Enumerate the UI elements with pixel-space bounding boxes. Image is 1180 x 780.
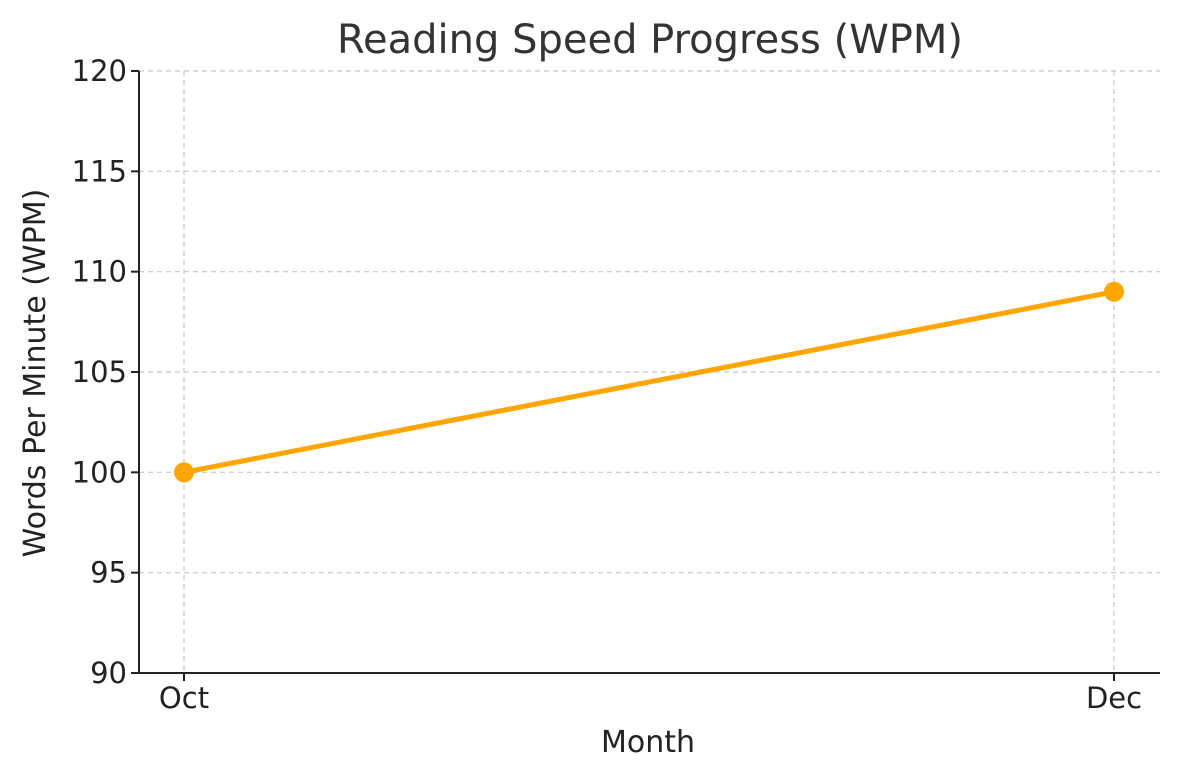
y-axis-label: Words Per Minute (WPM) (18, 189, 53, 558)
data-point (1104, 281, 1124, 302)
series-line (183, 289, 1115, 475)
chart-title: Reading Speed Progress (WPM) (337, 17, 963, 63)
data-point (174, 462, 194, 483)
series (174, 281, 1124, 483)
x-tick-label: Oct (159, 681, 209, 715)
y-tick-label: 120 (72, 54, 127, 88)
x-tick-label: Dec (1086, 681, 1142, 715)
y-tick-label: 105 (72, 355, 127, 389)
axes: 90 95 100 105 110 115 120 Oct Dec (72, 54, 1160, 715)
grid (139, 70, 1160, 674)
y-tick-label: 100 (72, 455, 127, 489)
y-tick-label: 90 (90, 656, 127, 690)
x-axis-label: Month (601, 725, 695, 760)
y-tick-label: 95 (90, 556, 127, 590)
y-tick-label: 115 (72, 154, 127, 188)
y-tick-label: 110 (72, 255, 127, 289)
